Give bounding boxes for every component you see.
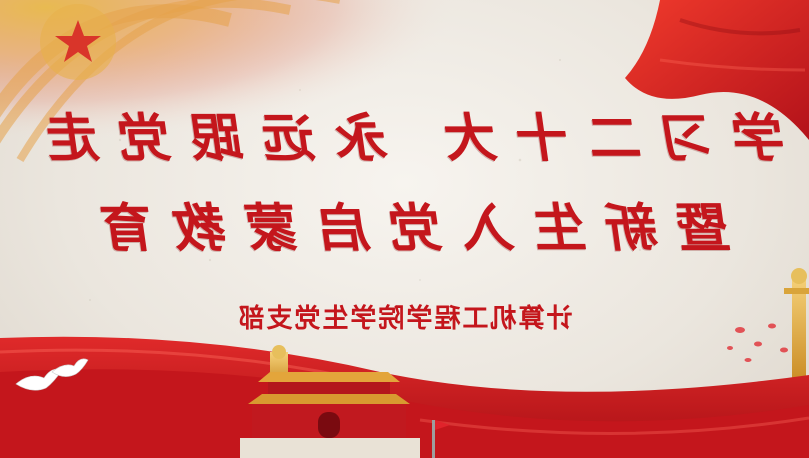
tiananmen-gate-icon [240,345,450,458]
paper-texture [89,59,702,301]
organization-subtitle: 计算机工程学院学生党支部 [236,304,573,334]
white-doves-icon [15,358,89,391]
huabiao-pillar-icon [784,268,809,385]
slide-title-line-1: 学习二十大 永远跟党走 [21,108,789,169]
slide-title-line-2: 暨新生入党启蒙教育 [76,198,734,259]
red-flag-icon [625,0,809,140]
petals [727,323,788,362]
party-emblem-icon [0,0,460,163]
